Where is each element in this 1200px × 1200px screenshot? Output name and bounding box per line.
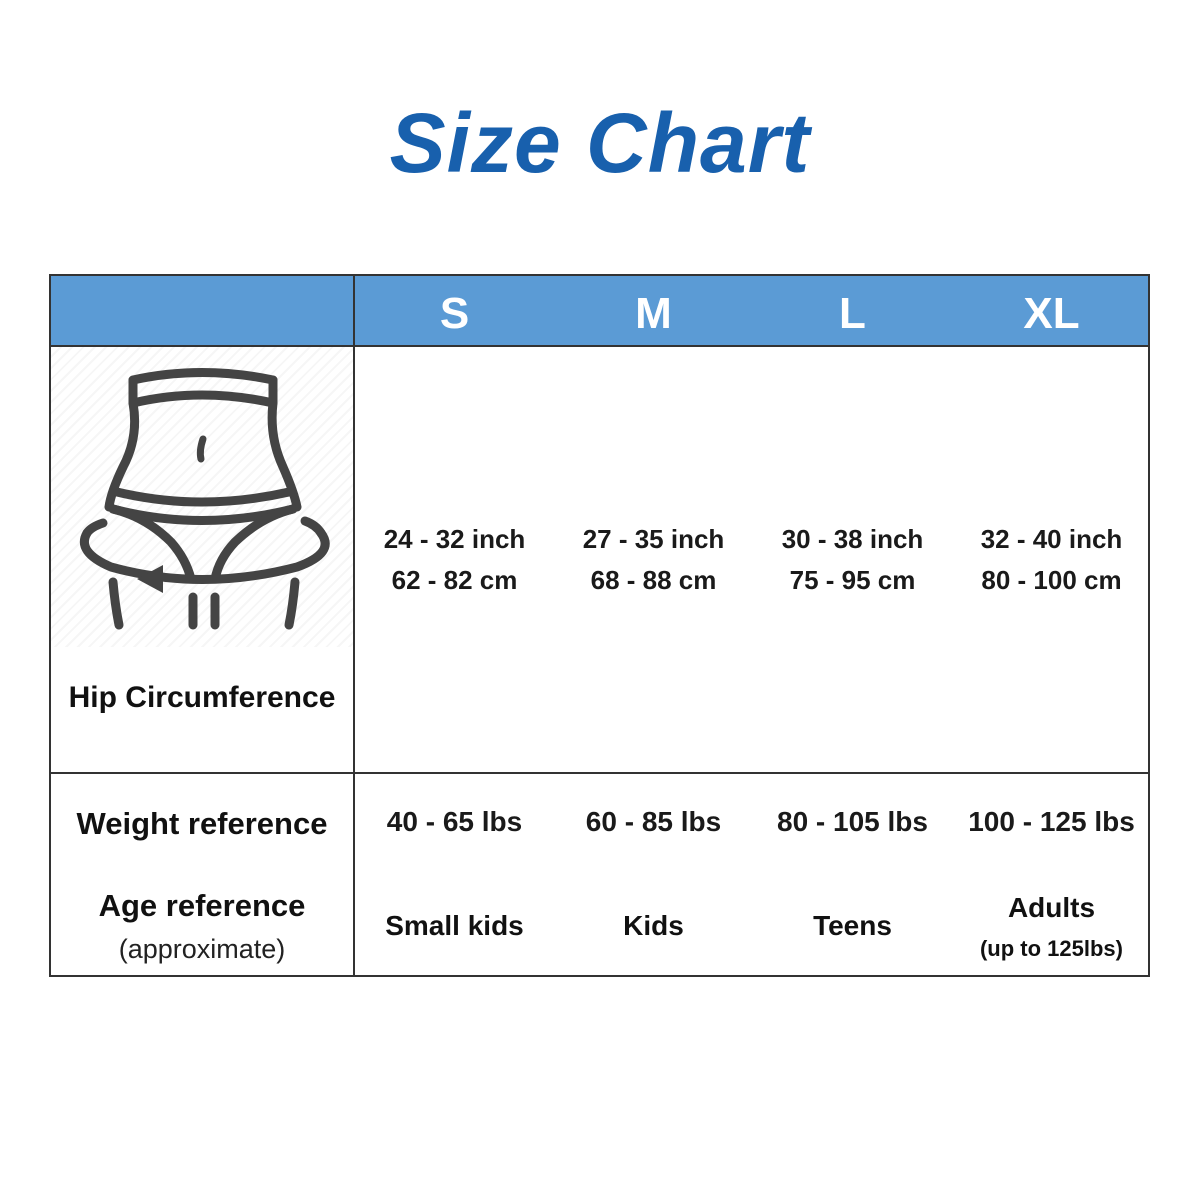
hip-measurement-icon [51,347,353,647]
hip-circumference-label: Hip Circumference [68,681,336,714]
age-cell-xl: Adults [1007,892,1096,923]
age-note-xl: (up to 125lbs) [979,936,1123,961]
age-reference-sublabel: (approximate) [118,934,286,964]
weight-cell-xl: 100 - 125 lbs [968,806,1135,837]
size-header-l: L [839,289,866,338]
hip-cm-s: 62 - 82 cm [391,565,518,595]
size-chart-table: S M L XL [49,274,1150,977]
weight-cell-s: 40 - 65 lbs [386,806,523,837]
age-reference-label: Age reference [98,888,306,923]
column-divider [353,276,355,975]
hip-inch-l: 30 - 38 inch [781,524,924,554]
page-title: Size Chart [389,96,811,190]
hip-cell-s: 24 - 32 inch 62 - 82 cm [355,519,554,601]
age-cell-s: Small kids [385,910,524,941]
hip-inch-s: 24 - 32 inch [383,524,526,554]
size-header-s: S [439,289,470,338]
hip-cell-l: 30 - 38 inch 75 - 95 cm [753,519,952,601]
age-cell-m: Kids [623,910,684,941]
row-divider [51,772,1148,774]
hip-inch-m: 27 - 35 inch [582,524,725,554]
age-cell-l: Teens [813,910,892,941]
hip-cell-m: 27 - 35 inch 68 - 88 cm [554,519,753,601]
table-header-row: S M L XL [51,276,1148,347]
weight-cell-l: 80 - 105 lbs [777,806,928,837]
size-header-m: M [635,289,672,338]
hip-cm-m: 68 - 88 cm [590,565,717,595]
weight-cell-m: 60 - 85 lbs [585,806,722,837]
hip-cm-l: 75 - 95 cm [789,565,916,595]
size-header-xl: XL [1023,289,1080,338]
weight-reference-label: Weight reference [76,806,328,841]
hip-cm-xl: 80 - 100 cm [981,565,1122,595]
hip-inch-xl: 32 - 40 inch [980,524,1123,554]
hip-cell-xl: 32 - 40 inch 80 - 100 cm [952,519,1151,601]
